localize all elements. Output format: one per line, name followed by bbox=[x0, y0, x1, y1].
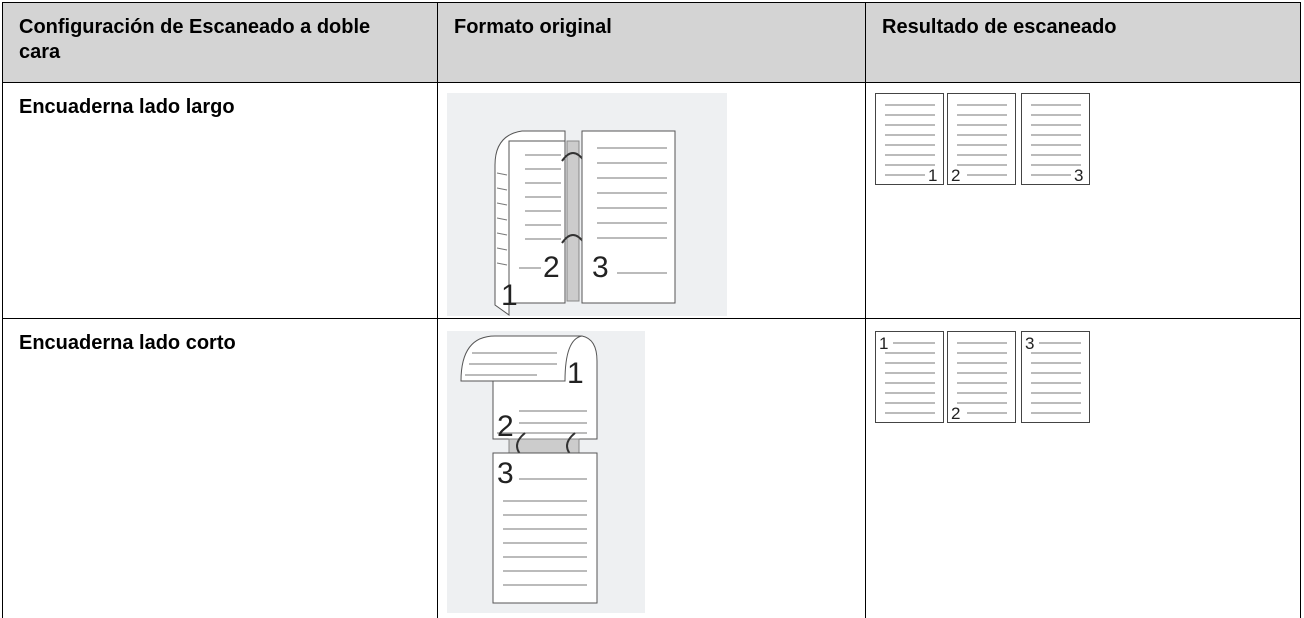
page-number: 3 bbox=[1025, 334, 1034, 353]
result-illustration: 1 2 3 bbox=[875, 331, 1090, 423]
image-cell bbox=[437, 82, 866, 319]
page-number: 1 bbox=[567, 357, 584, 390]
header-cell: Resultado de escaneado bbox=[865, 2, 1301, 83]
page-number: 1 bbox=[928, 166, 937, 185]
page-number: 2 bbox=[497, 410, 514, 443]
setting-cell: Encuaderna lado largo bbox=[2, 82, 438, 319]
page-number: 3 bbox=[1074, 166, 1083, 185]
original-illustration: 1 2 3 bbox=[447, 93, 727, 316]
page-number: 2 bbox=[543, 251, 560, 284]
image-cell bbox=[865, 82, 1301, 319]
page-number: 2 bbox=[951, 166, 960, 185]
image-cell bbox=[865, 318, 1301, 618]
original-illustration: 1 2 3 bbox=[447, 331, 645, 613]
page-number: 1 bbox=[879, 334, 888, 353]
header-cell: Configuración de Escaneado a doble cara bbox=[2, 2, 438, 83]
header-cell: Formato original bbox=[437, 2, 866, 83]
page-number: 3 bbox=[497, 457, 514, 490]
page-number: 3 bbox=[592, 251, 609, 284]
page-number: 1 bbox=[501, 279, 518, 312]
result-illustration: 1 2 3 bbox=[875, 93, 1090, 185]
image-cell bbox=[437, 318, 866, 618]
setting-cell: Encuaderna lado corto bbox=[2, 318, 438, 618]
page-number: 2 bbox=[951, 404, 960, 423]
